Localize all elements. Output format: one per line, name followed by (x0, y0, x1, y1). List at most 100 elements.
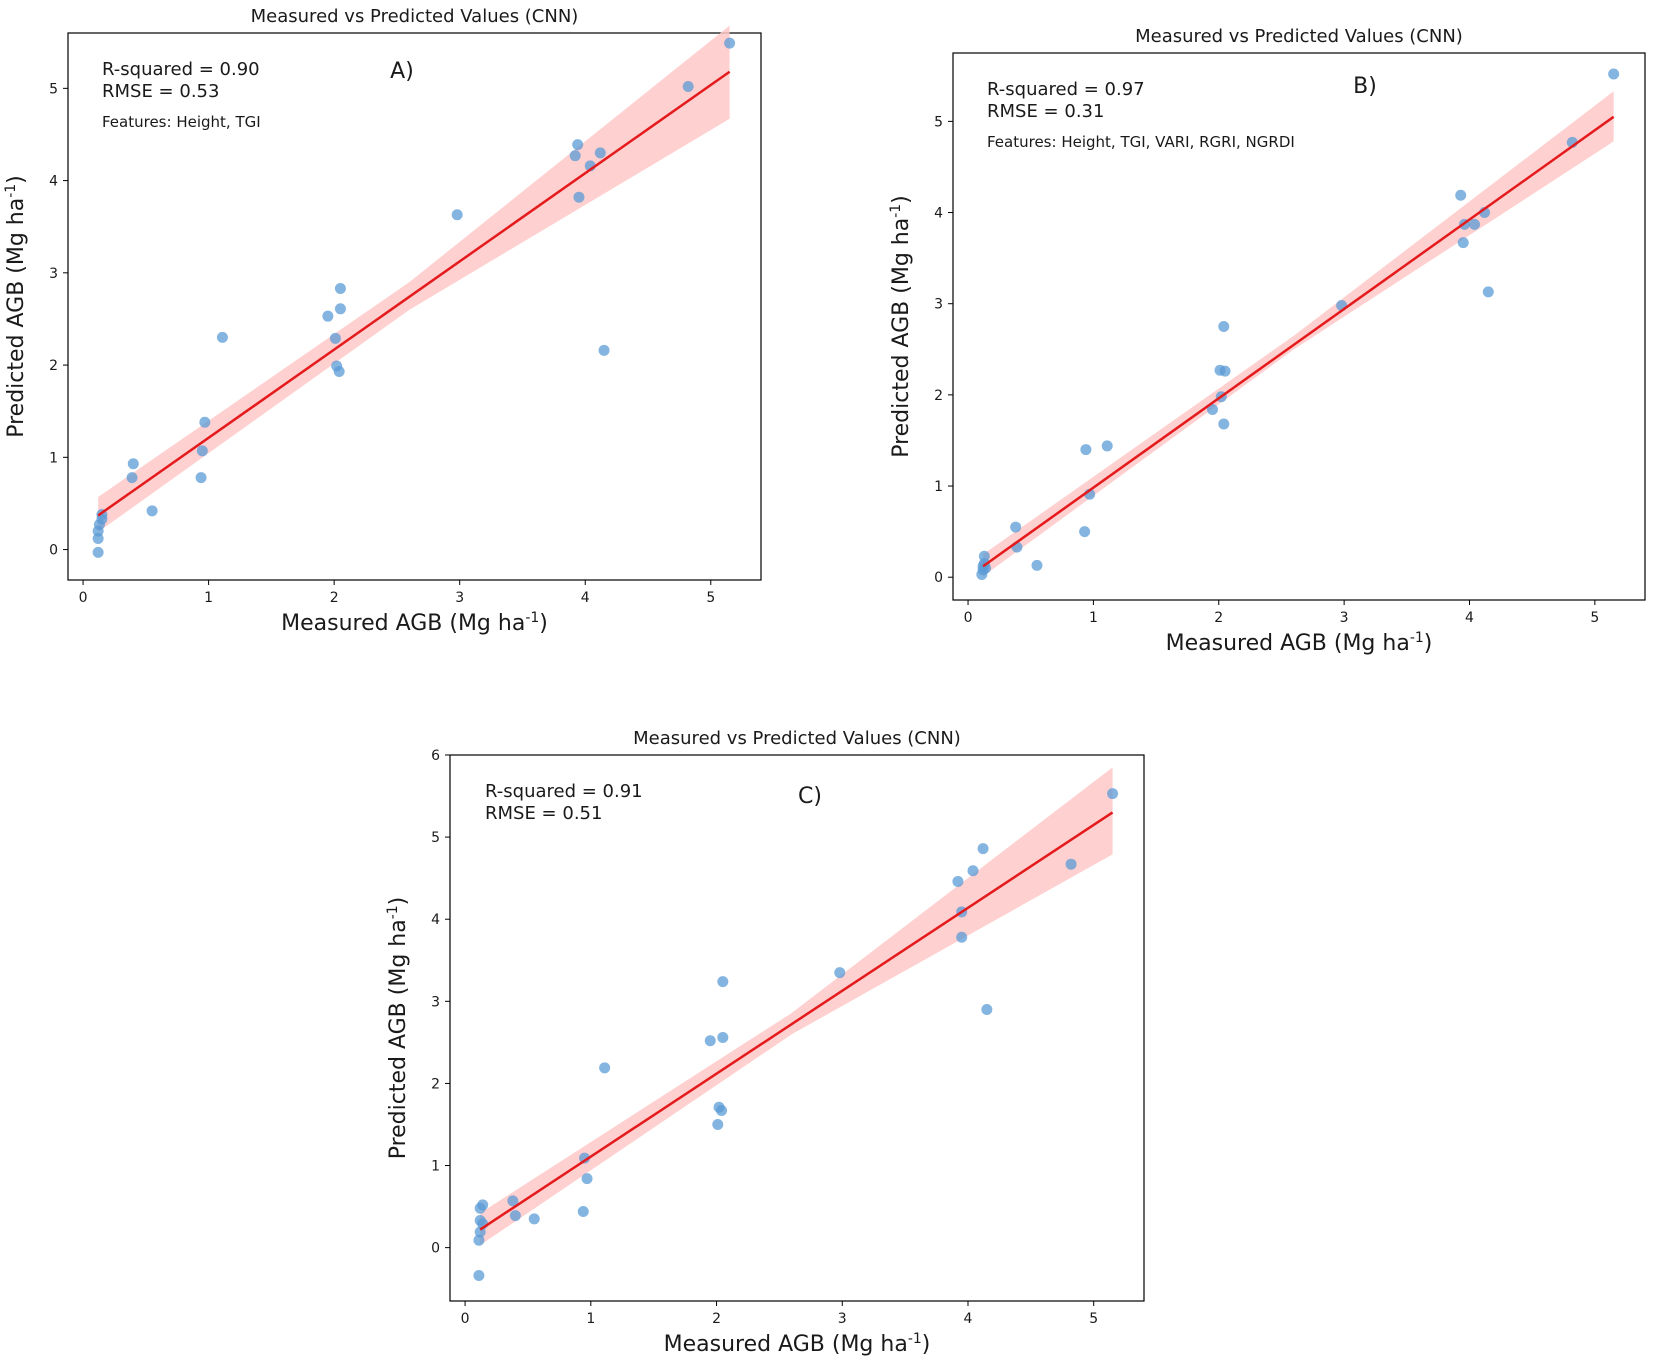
data-point (199, 416, 211, 428)
x-tick-label: 4 (1465, 610, 1474, 626)
x-tick-label: 4 (964, 1311, 973, 1327)
data-point (477, 1199, 489, 1211)
data-point (1010, 521, 1022, 533)
panel-label: B) (1353, 74, 1377, 99)
x-tick-label: 0 (964, 610, 973, 626)
data-point (572, 139, 584, 151)
x-tick-label: 1 (586, 1311, 595, 1327)
data-point (1469, 218, 1481, 230)
data-point (712, 1118, 724, 1130)
y-tick-label: 2 (49, 358, 58, 374)
x-axis-label-superscript: -1 (1410, 630, 1424, 646)
y-tick-label: 5 (934, 114, 943, 130)
x-axis-label: Measured AGB (Mg ha-1) (281, 610, 548, 636)
regression-line (479, 811, 1114, 1231)
data-point (473, 1234, 485, 1246)
y-axis-label-text: Predicted AGB (Mg ha (386, 919, 411, 1159)
data-point (704, 1035, 716, 1047)
data-point (1107, 788, 1119, 800)
data-point (1207, 403, 1218, 415)
x-tick-label: 3 (1340, 610, 1349, 626)
data-point (599, 1062, 611, 1074)
regression-line (982, 115, 1615, 568)
data-point (1219, 365, 1231, 377)
data-point (1482, 286, 1494, 298)
data-point (196, 445, 208, 457)
x-axis-label: Measured AGB (Mg ha-1) (664, 1331, 931, 1357)
y-tick-label: 0 (934, 570, 943, 586)
data-point (126, 472, 138, 484)
y-tick-label: 5 (431, 830, 440, 846)
data-point (579, 1152, 591, 1164)
y-axis-label-superscript: -1 (385, 905, 401, 919)
data-point (1079, 526, 1091, 538)
data-point (978, 550, 990, 562)
y-tick-label: 0 (431, 1241, 440, 1257)
x-tick-label: 3 (838, 1311, 847, 1327)
data-point (509, 1210, 521, 1222)
y-tick-label: 0 (49, 543, 58, 559)
data-point (333, 366, 345, 378)
data-point (1031, 559, 1043, 571)
y-tick-label: 6 (431, 748, 440, 764)
y-axis-label-text: Predicted AGB (Mg ha (889, 218, 914, 458)
data-point (528, 1213, 540, 1225)
chart-panel-2: Measured vs Predicted Values (CNN) 0 1 2 3 4 5… (888, 26, 1646, 656)
rmse-label: RMSE = 0.51 (485, 803, 602, 824)
data-point (716, 1105, 728, 1117)
x-axis-label: Measured AGB (Mg ha-1) (1166, 630, 1433, 656)
data-point (577, 1206, 589, 1218)
x-axis-label-text: Measured AGB (Mg ha (664, 1332, 908, 1357)
rmse-label: RMSE = 0.53 (102, 81, 219, 102)
x-tick-label: 1 (204, 590, 213, 606)
data-point (581, 1173, 593, 1185)
y-axis-label-close: ) (386, 897, 411, 906)
data-point (92, 546, 104, 558)
rmse-label: RMSE = 0.31 (987, 101, 1104, 122)
y-tick-label: 4 (431, 912, 440, 928)
y-tick-label: 4 (934, 206, 943, 222)
chart-title: Measured vs Predicted Values (CNN) (251, 6, 579, 27)
chart-panel-3: Measured vs Predicted Values (CNN) 0 1 2 3 4 5… (385, 728, 1145, 1357)
x-tick-label: 2 (712, 1311, 721, 1327)
x-axis-label-close: ) (539, 611, 548, 636)
data-point (717, 1031, 729, 1043)
data-point (682, 81, 694, 93)
panel-label: A) (390, 59, 414, 84)
y-axis-label: Predicted AGB (Mg ha-1) (888, 195, 914, 458)
data-point (334, 303, 346, 315)
y-axis-label: Predicted AGB (Mg ha-1) (385, 897, 411, 1160)
y-tick-label: 3 (934, 297, 943, 313)
data-point (1080, 444, 1092, 456)
data-point (967, 865, 979, 877)
r-squared-label: R-squared = 0.97 (987, 79, 1145, 100)
data-point (956, 931, 968, 943)
y-tick-label: 2 (934, 388, 943, 404)
regression-line (97, 70, 731, 517)
data-point (724, 37, 736, 49)
data-point (1608, 68, 1620, 80)
data-point (717, 976, 729, 988)
x-tick-label: 5 (706, 590, 715, 606)
data-point (834, 967, 846, 979)
data-point (1218, 321, 1230, 332)
y-axis-label: Predicted AGB (Mg ha-1) (3, 175, 29, 438)
y-tick-label: 4 (49, 174, 58, 190)
x-tick-label: 5 (1590, 610, 1599, 626)
data-point (1455, 189, 1467, 201)
y-tick-label: 3 (49, 266, 58, 282)
y-axis-label-close: ) (4, 175, 29, 184)
data-point (146, 505, 158, 517)
features-label: Features: Height, TGI (102, 113, 261, 131)
y-axis-label-close: ) (889, 195, 914, 204)
data-point (507, 1195, 519, 1207)
x-tick-label: 3 (455, 590, 464, 606)
x-tick-label: 2 (1214, 610, 1223, 626)
data-point (977, 843, 989, 855)
data-point (322, 310, 334, 322)
x-tick-label: 0 (79, 590, 88, 606)
data-point (569, 150, 581, 162)
x-axis-label-text: Measured AGB (Mg ha (1166, 631, 1410, 656)
x-tick-label: 4 (581, 590, 590, 606)
